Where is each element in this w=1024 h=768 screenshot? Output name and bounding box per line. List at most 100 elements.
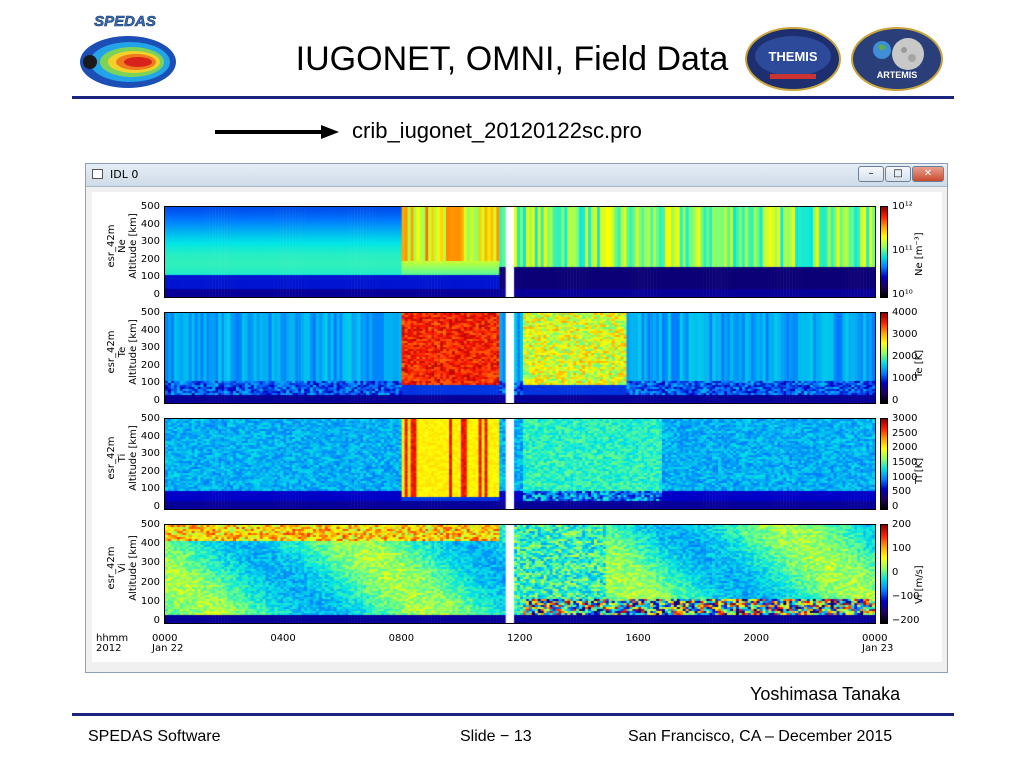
crib-filename: crib_iugonet_20120122sc.pro	[352, 118, 642, 143]
ylabel-vi-line3: Altitude [km]	[128, 535, 139, 601]
colorbar-ne	[880, 206, 888, 298]
cbar-tick-vi-1: 100	[892, 543, 912, 554]
ytick-ti-4: 100	[140, 483, 160, 495]
cbar-unit-te: Te [K]	[914, 349, 925, 378]
footer-right: San Francisco, CA – December 2015	[628, 728, 893, 745]
minimize-button[interactable]: –	[858, 166, 884, 182]
cbar-tick-te-2: 2000	[892, 351, 918, 362]
heatmap-vi	[165, 525, 875, 623]
xaxis-label-year: 2012	[96, 643, 122, 654]
cbar-unit-ti: Ti [K]	[914, 457, 925, 484]
colorbar-te	[880, 312, 888, 404]
cbar-tick-ne-2: 10¹⁰	[892, 289, 913, 300]
cbar-tick-vi-2: 0	[892, 567, 899, 578]
xtick-date-0: Jan 22	[152, 643, 184, 654]
cbar-tick-te-4: 0	[892, 395, 899, 406]
ytick-ti-1: 400	[140, 430, 160, 442]
spedas-logo-text: SPEDAS	[94, 13, 156, 30]
ytick-ne-3: 200	[140, 253, 160, 265]
xaxis-label-hhmm: hhmm	[96, 633, 129, 644]
cbar-unit-vi: Vi [m/s]	[914, 565, 925, 604]
ytick-te-5: 0	[153, 395, 160, 406]
ylabel-vi-line2: Vi	[117, 563, 128, 573]
themis-logo-text: THEMIS	[768, 49, 817, 64]
idl-window: IDL 0 – □ ✕ 500 400 300 200 100 0 500 400 300 200…	[85, 163, 948, 673]
ylabel-te: esr_42m Te Altitude [km]	[106, 312, 139, 392]
cbar-tick-ti-3: 1500	[892, 457, 918, 468]
window-titlebar[interactable]: IDL 0 – □ ✕	[86, 164, 947, 187]
artemis-logo: ARTEMIS	[851, 27, 943, 91]
ylabel-vi: esr_42m Vi Altitude [km]	[106, 528, 139, 608]
xtick-time-3: 1200	[507, 633, 533, 644]
ytick-vi-5: 0	[153, 615, 160, 626]
ytick-vi-0: 500	[140, 519, 160, 530]
window-title: IDL 0	[110, 168, 139, 181]
cbar-tick-ti-1: 2500	[892, 427, 918, 439]
ytick-ne-0: 500	[140, 201, 160, 212]
author-name: Yoshimasa Tanaka	[750, 684, 901, 704]
ytick-te-4: 100	[140, 377, 160, 389]
ytick-ne-1: 400	[140, 218, 160, 230]
cbar-unit-ne: Ne [m⁻³]	[914, 232, 925, 276]
cbar-tick-ti-2: 2000	[892, 442, 918, 454]
footer-rule	[72, 713, 954, 716]
xtick-time-0: 0000	[152, 633, 178, 644]
cbar-tick-vi-3: −100	[892, 591, 920, 602]
ytick-ne-2: 300	[140, 236, 160, 248]
ylabel-ne: esr_42m Ne Altitude [km]	[106, 206, 139, 286]
cbar-tick-ne-0: 10¹²	[892, 201, 913, 212]
cbar-tick-ne-1: 10¹¹	[892, 245, 913, 256]
heatmap-ne	[165, 207, 875, 297]
ylabel-ne-line3: Altitude [km]	[128, 213, 139, 279]
artemis-logo-text: ARTEMIS	[877, 70, 918, 80]
footer-left: SPEDAS Software	[88, 728, 221, 745]
xtick-date-6: Jan 23	[862, 643, 894, 654]
close-button[interactable]: ✕	[912, 166, 944, 182]
ytick-ne-5: 0	[153, 289, 160, 300]
ytick-ti-5: 0	[153, 501, 160, 512]
ytick-ne-4: 100	[140, 271, 160, 283]
xtick-time-2: 0800	[388, 633, 415, 644]
ytick-ti-3: 200	[140, 465, 160, 477]
cbar-tick-vi-0: 200	[892, 519, 912, 530]
ylabel-te-line3: Altitude [km]	[128, 319, 139, 385]
plot-area: 500 400 300 200 100 0 500 400 300 200 100 0 500 400 30…	[92, 192, 942, 662]
ylabel-ne-line2: Ne	[117, 239, 128, 253]
ytick-te-3: 200	[140, 359, 160, 371]
heatmap-te	[165, 313, 875, 403]
ylabel-ti: esr_42m Ti Altitude [km]	[106, 418, 139, 498]
panel-te	[164, 312, 876, 404]
colorbar-ti	[880, 418, 888, 510]
window-icon	[92, 169, 103, 179]
ylabel-ti-line3: Altitude [km]	[128, 425, 139, 491]
ytick-ti-2: 300	[140, 448, 160, 460]
xtick-time-1: 0400	[270, 633, 296, 644]
xtick-time-4: 1600	[625, 633, 651, 644]
ylabel-te-line2: Te	[117, 346, 128, 358]
cbar-tick-ti-0: 3000	[892, 413, 918, 424]
cbar-tick-ti-5: 500	[892, 486, 912, 498]
panel-vi	[164, 524, 876, 624]
xtick-time-6: 0000	[862, 633, 888, 644]
ylabel-ti-line1: esr_42m	[106, 436, 117, 480]
spedas-logo: SPEDAS	[80, 13, 176, 88]
heatmap-ti	[165, 419, 875, 509]
ylabel-ti-line2: Ti	[117, 453, 128, 463]
ytick-te-2: 300	[140, 342, 160, 354]
ytick-vi-1: 400	[140, 538, 160, 550]
cbar-tick-te-1: 3000	[892, 329, 918, 340]
ylabel-te-line1: esr_42m	[106, 330, 117, 374]
cbar-tick-vi-4: −200	[892, 615, 920, 626]
slide-number: Slide − 13	[460, 728, 532, 745]
slide-title: IUGONET, OMNI, Field Data	[295, 40, 729, 78]
cbar-tick-ti-4: 1000	[892, 471, 918, 483]
ytick-vi-4: 100	[140, 595, 160, 607]
ytick-vi-2: 300	[140, 557, 160, 569]
panel-ne	[164, 206, 876, 298]
panel-ti	[164, 418, 876, 510]
xtick-time-5: 2000	[743, 633, 770, 644]
ytick-ti-0: 500	[140, 413, 160, 424]
maximize-button[interactable]: □	[885, 166, 911, 182]
ytick-vi-3: 200	[140, 576, 160, 588]
cbar-tick-te-3: 1000	[892, 373, 918, 384]
